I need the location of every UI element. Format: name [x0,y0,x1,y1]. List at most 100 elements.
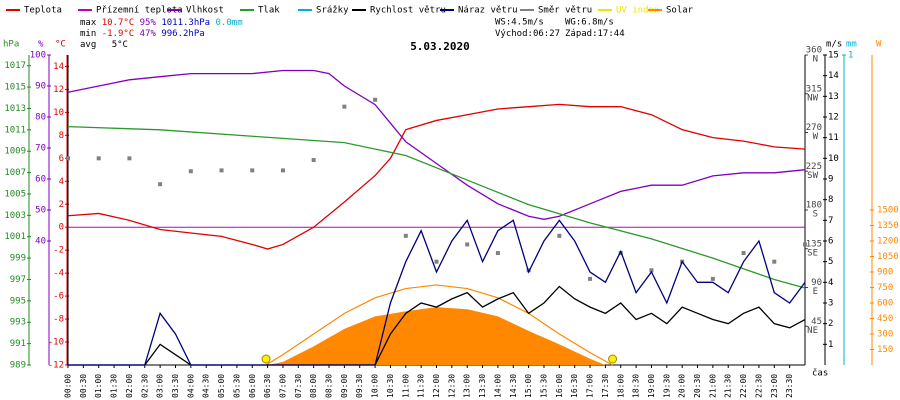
x-tick-label: 23:30 [785,374,794,398]
point [66,156,70,161]
x-tick-label: 00:00 [64,374,73,398]
point [311,158,316,163]
y-tick-label: 12 [53,85,64,95]
y-tick-label: 989 [10,361,26,371]
y-tick-label: 450 [877,314,893,324]
x-tick-label: 20:00 [678,374,687,398]
legend-label: Vlhkost [186,6,224,16]
y-tick-label: 360 [806,46,822,56]
sunset-time: 17:44 [598,29,625,39]
legend-label: Rychlost větru [370,6,446,16]
x-tick-label: 15:30 [539,374,548,398]
y-tick-label: 1200 [877,237,899,247]
y-tick-label: 1005 [4,189,26,199]
y-tick-label: 225 [806,162,822,172]
y-tick-label: 1009 [4,147,26,157]
y-tick-label: 270 [806,123,822,133]
point [403,233,408,238]
x-tick-label: 23:00 [770,374,779,398]
y-tick-label: 9 [828,175,833,185]
legend-label: Náraz větru [458,6,518,16]
x-tick-label: 14:00 [493,374,502,398]
y-tick-label: 4 [828,278,833,288]
x-tick-label: 22:00 [739,374,748,398]
y-tick-label: 5 [828,257,833,267]
y-tick-label: 180 [806,201,822,211]
x-tick-label: 05:30 [232,374,241,398]
x-tick-label: 06:00 [248,374,257,398]
legend-label: Solar [666,6,694,16]
y-tick-label: 40 [35,237,46,247]
x-tick-label: 07:00 [278,374,287,398]
y-tick-label: 991 [10,339,26,349]
y-tick-sublabel: S [813,210,818,220]
point [342,104,347,109]
y-tick-sublabel: SE [807,248,818,258]
point [373,97,378,102]
y-tick-label: 11 [828,133,839,143]
y-tick-label: 8 [828,195,833,205]
point [465,242,470,247]
x-tick-label: 17:00 [586,374,595,398]
y-tick-label: -12 [48,361,64,371]
y-tick-label: 80 [35,113,46,123]
x-tick-label: 11:30 [417,374,426,398]
point [250,168,255,173]
sunset-marker [608,354,618,364]
y-tick-label: 45 [811,317,822,327]
x-tick-label: 17:30 [601,374,610,398]
y-tick-label: 6 [828,237,833,247]
legend-label: Přízemní teplota [96,6,183,16]
chart-title: 5.03.2020 [410,40,470,53]
stat-temp: 5°C [112,40,128,50]
axis-unit: % [38,40,44,50]
y-tick-label: 90 [811,278,822,288]
point [557,233,562,238]
x-tick-label: 18:00 [616,374,625,398]
y-tick-label: 13 [828,92,839,102]
x-tick-label: 14:30 [509,374,518,398]
y-tick-label: 1 [848,51,853,61]
stat-temp: -1.9°C [102,29,135,39]
sunrise-marker [261,354,271,364]
point [649,268,654,273]
x-tick-label: 19:30 [662,374,671,398]
stat-hum: 47% [140,29,157,39]
axis-unit: mm [846,40,857,50]
y-tick-label: 1013 [4,104,26,114]
legend-label: Tlak [258,6,280,16]
y-tick-sublabel: NW [807,93,818,103]
x-tick-label: 06:30 [263,374,272,398]
x-tick-label: 04:30 [202,374,211,398]
y-tick-label: 8 [59,131,64,141]
y-tick-label: 100 [30,51,46,61]
x-tick-label: 02:00 [125,374,134,398]
point [219,168,224,173]
x-tick-label: 21:00 [708,374,717,398]
x-tick-label: 09:00 [340,374,349,398]
axis-unit: m/s [826,40,842,50]
x-tick-label: 04:00 [186,374,195,398]
y-tick-label: 1011 [4,125,26,135]
line [67,69,806,220]
y-tick-label: 10 [53,108,64,118]
sunset: Západ:17:44 [565,29,625,39]
x-tick-label: 01:30 [110,374,119,398]
y-tick-sublabel: SW [807,171,818,181]
axis-unit: W [876,40,882,50]
y-tick-label: 1 [828,340,833,350]
y-tick-label: 1007 [4,168,26,178]
x-axis-label: čas [812,368,828,379]
y-tick-label: 14 [828,71,839,81]
sunset-label: Západ: [565,29,598,39]
point [588,276,593,281]
x-tick-label: 20:30 [693,374,702,398]
stat-label: max [80,18,97,28]
y-tick-label: -6 [53,292,64,302]
y-tick-label: 600 [877,299,893,309]
point [495,251,500,256]
x-tick-label: 01:00 [94,374,103,398]
x-tick-label: 10:30 [386,374,395,398]
x-tick-label: 22:30 [754,374,763,398]
